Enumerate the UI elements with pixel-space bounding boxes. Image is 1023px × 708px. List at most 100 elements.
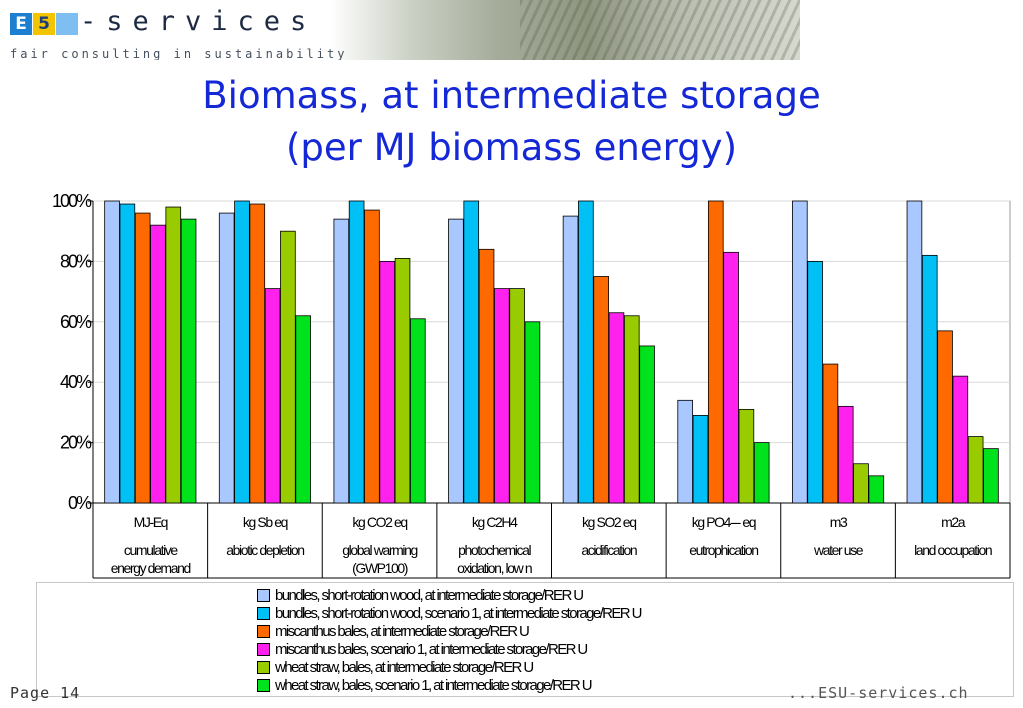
bar xyxy=(837,405,854,504)
bar xyxy=(394,257,411,504)
bar xyxy=(967,436,984,504)
category-name-label: abiotic depletion xyxy=(226,542,304,558)
bar xyxy=(608,312,625,504)
bar xyxy=(104,200,120,504)
bar xyxy=(364,209,380,504)
bar xyxy=(738,408,755,504)
bar xyxy=(249,203,266,504)
legend-swatch xyxy=(257,624,270,638)
category-unit-label: m3 xyxy=(830,514,848,530)
bar xyxy=(463,200,480,504)
bar xyxy=(639,345,655,504)
logo-square-3 xyxy=(56,13,78,35)
category-name-label: global warming xyxy=(342,542,417,558)
bar xyxy=(723,251,739,504)
bar xyxy=(180,218,197,504)
legend-item: bundles, short-rotation wood, at interme… xyxy=(257,586,584,604)
bar xyxy=(707,200,724,504)
bar xyxy=(868,475,885,504)
bar xyxy=(295,315,311,504)
bar xyxy=(119,203,136,504)
category-name-label: land occupation xyxy=(914,542,992,558)
bar xyxy=(921,254,938,504)
legend-item: wheat straw, bales, at intermediate stor… xyxy=(257,658,534,676)
logo-square-2: 5 xyxy=(33,13,55,35)
bar xyxy=(509,288,525,504)
bar xyxy=(677,399,693,504)
bar xyxy=(478,248,495,504)
chart-legend: bundles, short-rotation wood, at interme… xyxy=(36,582,1014,697)
legend-label: bundles, short-rotation wood, at interme… xyxy=(275,586,584,604)
category-unit-label: MJ-Eq xyxy=(134,514,168,530)
bar xyxy=(234,200,250,504)
category-name-label: oxidation, low n xyxy=(457,560,532,576)
bar xyxy=(218,212,235,504)
legend-label: bundles, short-rotation wood, scenario 1… xyxy=(275,604,642,622)
category-name-label: eutrophication xyxy=(689,542,758,558)
bar xyxy=(937,330,953,504)
legend-item: bundles, short-rotation wood, scenario 1… xyxy=(257,604,642,622)
bar xyxy=(753,442,770,504)
bar xyxy=(150,224,166,504)
y-tick-label: 60% xyxy=(60,312,92,332)
y-tick-label: 0% xyxy=(68,493,92,513)
slide-title-line-1: Biomass, at intermediate storage xyxy=(202,74,821,117)
legend-label: miscanthus bales, scenario 1, at interme… xyxy=(275,640,588,658)
bar xyxy=(623,315,640,504)
bar xyxy=(562,215,579,504)
legend-item: wheat straw, bales, scenario 1, at inter… xyxy=(257,676,593,694)
bar xyxy=(448,218,464,504)
bar xyxy=(906,200,923,504)
y-tick-label: 80% xyxy=(60,251,92,271)
bar xyxy=(165,206,182,504)
category-unit-label: m2a xyxy=(941,514,966,530)
header-photo xyxy=(330,0,800,60)
legend-swatch xyxy=(257,606,270,620)
legend-label: wheat straw, bales, at intermediate stor… xyxy=(275,658,534,676)
category-unit-label: kg Sb eq xyxy=(243,514,288,530)
y-tick-label: 100% xyxy=(52,191,92,211)
page-number: Page 14 xyxy=(10,684,81,702)
bar xyxy=(853,463,869,504)
y-tick-label: 40% xyxy=(60,372,92,392)
category-name-label: (GWP100) xyxy=(352,560,408,576)
category-name-label: photochemical xyxy=(458,542,531,558)
category-unit-label: kg C2H4 xyxy=(472,514,518,530)
bar xyxy=(807,260,823,504)
bar xyxy=(983,448,999,504)
bar xyxy=(264,288,281,504)
logo-square-1: E xyxy=(10,13,32,35)
category-name-label: cumulative xyxy=(124,542,179,558)
slide-title-line-2: (per MJ biomass energy) xyxy=(285,126,738,169)
legend-item: miscanthus bales, at intermediate storag… xyxy=(257,622,530,640)
legend-swatch xyxy=(257,642,270,656)
y-tick-label: 20% xyxy=(60,433,92,453)
category-unit-label: kg PO4--- eq xyxy=(692,514,756,530)
bar xyxy=(410,318,426,504)
bar xyxy=(792,200,808,504)
bar xyxy=(280,230,296,504)
bar xyxy=(578,200,594,504)
category-name-label: water use xyxy=(813,542,864,558)
legend-label: wheat straw, bales, scenario 1, at inter… xyxy=(275,676,593,694)
legend-swatch xyxy=(257,588,270,602)
category-name-label: acidification xyxy=(581,542,637,558)
bar xyxy=(348,200,365,504)
logo-word: -services xyxy=(80,6,317,37)
legend-swatch xyxy=(257,678,270,692)
category-unit-label: kg SO2 eq xyxy=(582,514,636,530)
bar xyxy=(692,415,709,504)
bar xyxy=(593,276,609,504)
logo-tagline: fair consulting in sustainability xyxy=(10,47,348,60)
bar xyxy=(134,212,151,504)
legend-item: miscanthus bales, scenario 1, at interme… xyxy=(257,640,588,658)
footer-website: ...ESU-services.ch xyxy=(788,684,969,702)
bar xyxy=(379,260,396,504)
category-unit-label: kg CO2 eq xyxy=(352,514,407,530)
header-banner: E 5 -services fair consulting in sustain… xyxy=(0,0,1023,60)
bar xyxy=(494,288,510,504)
bar xyxy=(822,363,839,504)
legend-label: miscanthus bales, at intermediate storag… xyxy=(275,622,530,640)
legend-swatch xyxy=(257,660,270,674)
